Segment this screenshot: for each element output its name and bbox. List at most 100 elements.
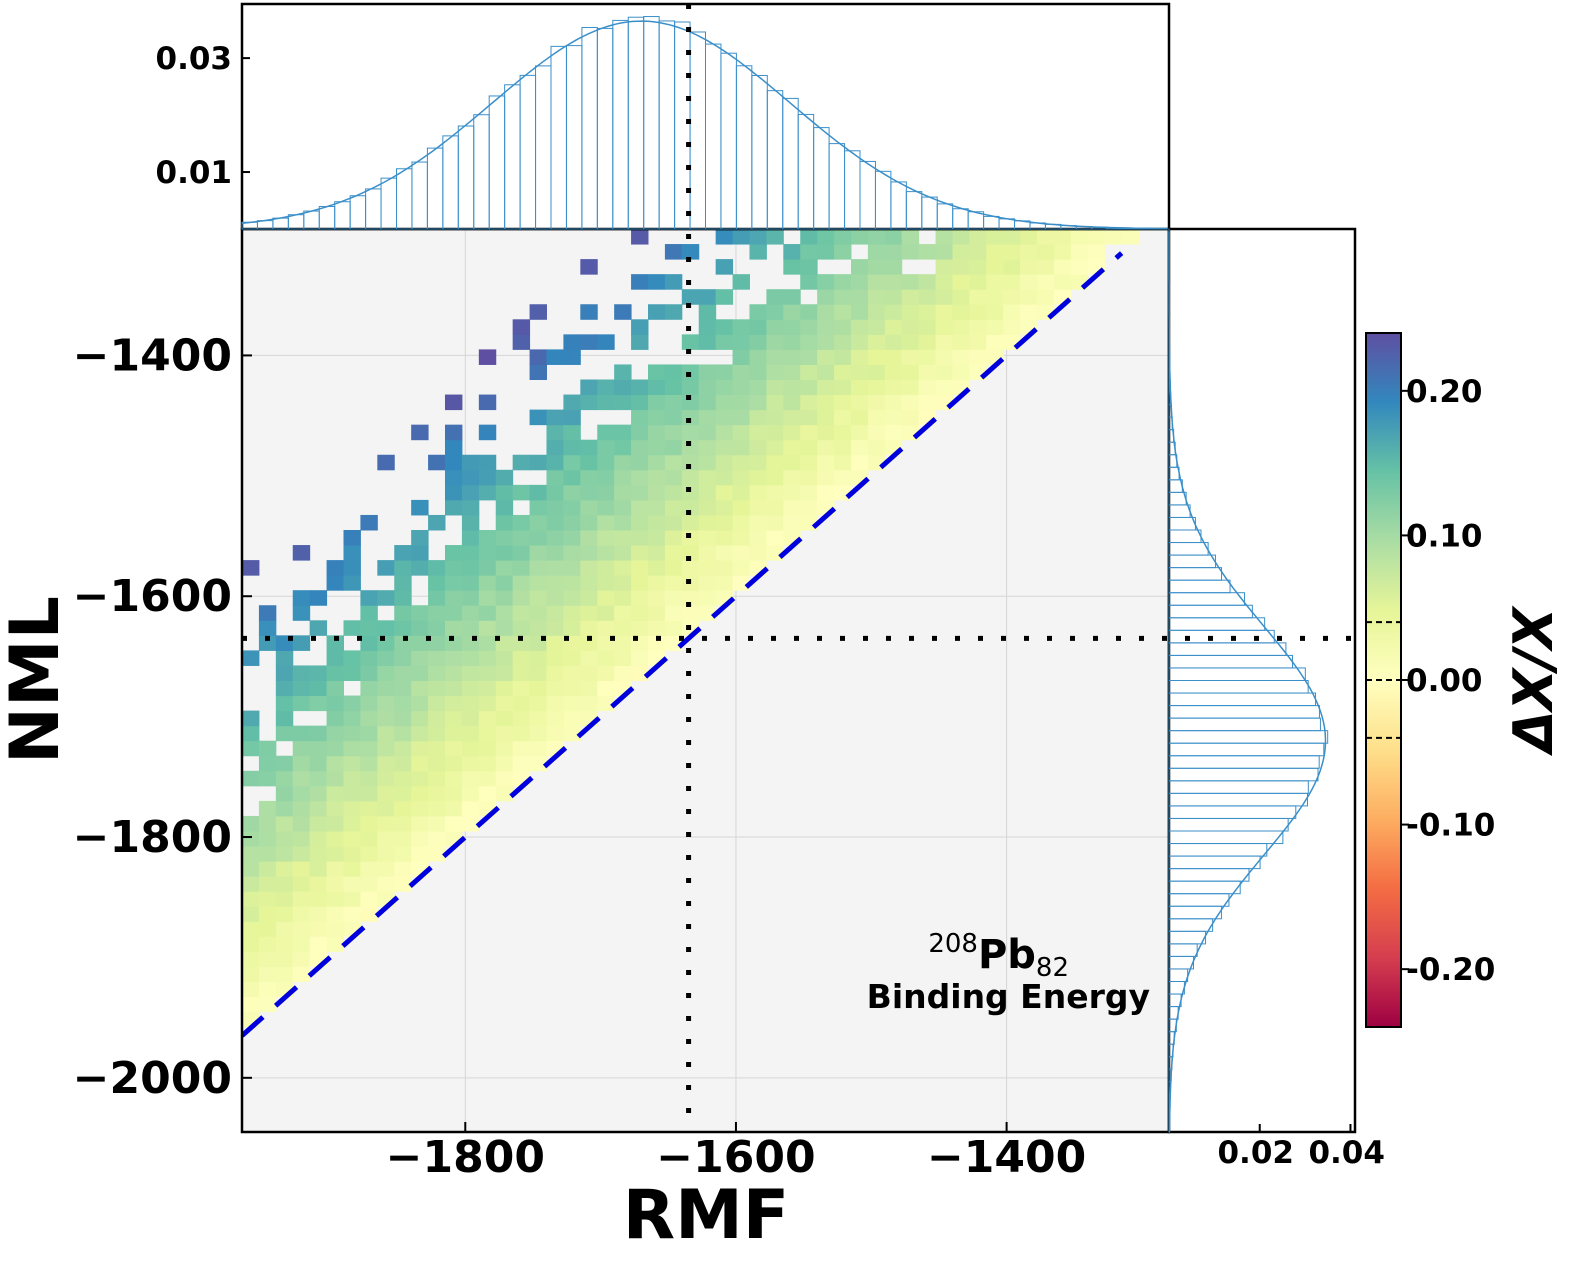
heatmap-cell: [597, 650, 615, 666]
heatmap-cell: [478, 590, 497, 606]
heatmap-cell: [546, 454, 564, 471]
heatmap-cell: [715, 424, 734, 441]
heatmap-cell: [461, 815, 480, 832]
heatmap-cell: [1037, 244, 1055, 260]
heatmap-cell: [614, 304, 632, 320]
heatmap-cell: [850, 394, 869, 411]
heatmap-cell: [800, 334, 818, 350]
heatmap-cell: [986, 274, 1004, 290]
heatmap-cell: [715, 469, 734, 486]
heatmap-cell: [715, 394, 734, 411]
heatmap-cell: [309, 620, 328, 636]
heatmap-cell: [411, 605, 429, 621]
heatmap-cell: [444, 815, 463, 832]
heatmap-cell: [1037, 259, 1055, 275]
heatmap-cell: [715, 499, 734, 516]
heatmap-cell: [580, 530, 598, 546]
heatmap-cell: [292, 695, 311, 712]
heatmap-cell: [901, 409, 920, 426]
heatmap-cell: [766, 394, 784, 411]
heatmap-cell: [834, 349, 852, 365]
heatmap-cell: [715, 545, 734, 561]
heatmap-cell: [360, 861, 378, 877]
heatmap-cell: [292, 725, 311, 742]
heatmap-cell: [614, 620, 632, 636]
heatmap-cell: [1087, 229, 1106, 245]
element-symbol: Pb: [978, 932, 1036, 978]
heatmap-cell: [580, 680, 598, 697]
heatmap-cell: [986, 259, 1004, 275]
heatmap-cell: [394, 710, 412, 727]
heatmap-cell: [529, 304, 547, 320]
heatmap-cell: [444, 469, 463, 486]
heatmap-cell: [631, 590, 649, 606]
heatmap-cell: [394, 620, 412, 636]
heatmap-cell: [411, 620, 429, 636]
heatmap-cell: [614, 560, 632, 576]
heatmap-cell: [258, 951, 277, 967]
heatmap-cell: [918, 274, 937, 290]
heatmap-cell: [884, 379, 903, 396]
heatmap-cell: [258, 635, 277, 651]
heatmap-cell: [478, 349, 497, 365]
heatmap-cell: [529, 499, 547, 516]
heatmap-cell: [563, 665, 581, 681]
heatmap-cell: [1003, 304, 1021, 320]
heatmap-cell: [309, 785, 328, 802]
heatmap-cell: [834, 379, 852, 396]
heatmap-cell: [326, 680, 344, 697]
heatmap-cell: [614, 545, 632, 561]
heatmap-cell: [461, 785, 480, 802]
heatmap-cell: [850, 454, 869, 471]
heatmap-cell: [461, 469, 480, 486]
heatmap-cell: [326, 936, 344, 952]
right-histogram-bars: [1168, 228, 1329, 1133]
heatmap-cell: [495, 770, 514, 787]
heatmap-cell: [867, 274, 886, 290]
heatmap-cell: [664, 620, 683, 636]
heatmap-cell: [952, 229, 970, 245]
heatmap-cell: [867, 244, 886, 260]
heatmap-cell: [428, 680, 446, 697]
heatmap-cell: [580, 620, 598, 636]
colorbar-tick-label: 0.00: [1406, 663, 1483, 699]
heatmap-cell: [631, 319, 649, 335]
heatmap-cell: [749, 364, 767, 380]
heatmap-cell: [580, 590, 598, 606]
heatmap-cell: [428, 755, 446, 772]
heatmap-cell: [766, 545, 784, 561]
heatmap-cell: [478, 755, 497, 772]
heatmap-cell: [461, 755, 480, 772]
heatmap-cell: [242, 770, 260, 787]
heatmap-cell: [360, 590, 378, 606]
heatmap-cell: [783, 499, 801, 516]
heatmap-cell: [495, 514, 514, 531]
heatmap-cell: [766, 364, 784, 380]
heatmap-cell: [360, 815, 378, 832]
heatmap-cell: [495, 740, 514, 757]
heatmap-cell: [428, 831, 446, 847]
heatmap-cell: [394, 575, 412, 591]
heatmap-cell: [580, 605, 598, 621]
heatmap-cell: [461, 770, 480, 787]
colorbar-label: ΔX/X: [1502, 605, 1565, 756]
heatmap-cell: [428, 846, 446, 862]
heatmap-cell: [512, 530, 531, 546]
heatmap-cell: [258, 906, 277, 922]
heatmap-cell: [647, 499, 666, 516]
heatmap-cell: [242, 906, 260, 922]
heatmap-cell: [766, 439, 784, 456]
colorbar-tick-label: -0.10: [1406, 808, 1495, 844]
heatmap-cell: [242, 710, 260, 727]
heatmap-cell: [529, 484, 547, 501]
heatmap-cell: [461, 560, 480, 576]
heatmap-cell: [478, 530, 497, 546]
heatmap-cell: [614, 424, 632, 441]
heatmap-cell: [631, 605, 649, 621]
heatmap-cell: [478, 454, 497, 471]
heatmap-cell: [326, 876, 344, 892]
heatmap-cell: [529, 680, 547, 697]
heatmap-cell: [444, 605, 463, 621]
heatmap-cell: [444, 484, 463, 501]
heatmap-cell: [850, 379, 869, 396]
